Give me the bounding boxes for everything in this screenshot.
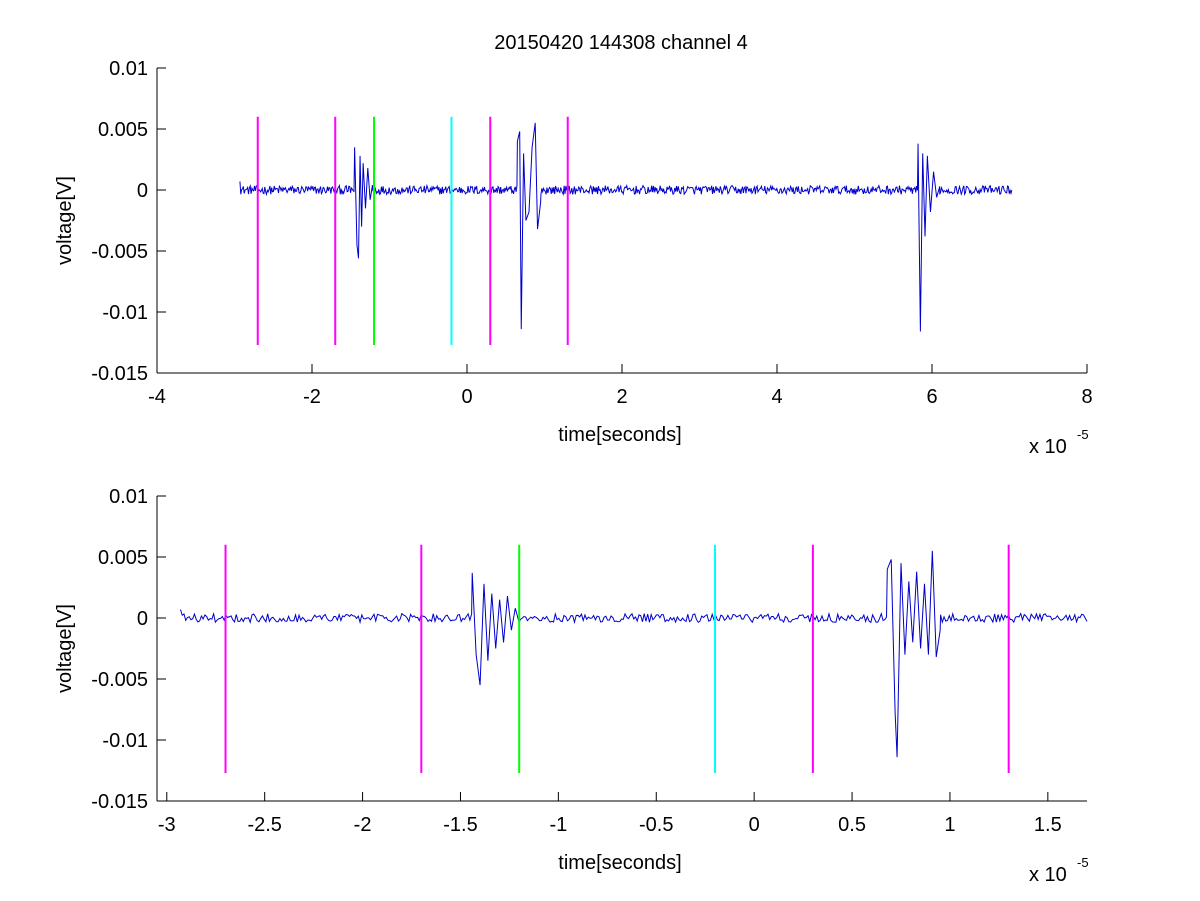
- y-tick-label: 0.005: [98, 547, 148, 569]
- y-tick-label: -0.005: [91, 241, 148, 263]
- x-tick-label: 6: [926, 386, 937, 408]
- x-axis-label: time[seconds]: [558, 424, 681, 446]
- x-tick-label: 1: [944, 814, 955, 836]
- x-exponent-label: x 10: [1029, 864, 1067, 886]
- y-axis-label: voltage[V]: [54, 604, 76, 693]
- x-tick-label: -1: [549, 814, 567, 836]
- x-exponent-value: -5: [1077, 855, 1089, 870]
- x-exponent-value: -5: [1077, 427, 1089, 442]
- signal-series-line: [180, 550, 1088, 758]
- y-tick-label: 0.01: [109, 486, 148, 508]
- x-tick-label: -4: [148, 386, 166, 408]
- x-tick-label: 0: [461, 386, 472, 408]
- x-tick-label: 2: [616, 386, 627, 408]
- x-tick-label: 0: [749, 814, 760, 836]
- x-tick-label: -2: [354, 814, 372, 836]
- figure-title: 20150420 144308 channel 4: [494, 32, 748, 54]
- x-tick-label: 1.5: [1034, 814, 1062, 836]
- y-tick-label: 0.01: [109, 58, 148, 80]
- y-tick-label: -0.015: [91, 363, 148, 385]
- y-tick-label: -0.015: [91, 791, 148, 813]
- lower-plot: -0.015 -0.01 -0.005 0 0.005 0.01 -3 -2.5 -2 -1.5 -…: [54, 486, 1089, 886]
- y-axis-label: voltage[V]: [54, 176, 76, 265]
- x-tick-label: -3: [158, 814, 176, 836]
- y-tick-label: -0.01: [102, 302, 148, 324]
- x-tick-label: -2: [303, 386, 321, 408]
- y-tick-label: 0: [137, 180, 148, 202]
- x-exponent-label: x 10: [1029, 436, 1067, 458]
- x-tick-label: 4: [771, 386, 782, 408]
- y-tick-label: 0.005: [98, 119, 148, 141]
- y-tick-label: -0.005: [91, 669, 148, 691]
- x-tick-label: 0.5: [838, 814, 866, 836]
- x-axis-label: time[seconds]: [558, 852, 681, 874]
- x-tick-label: -1.5: [443, 814, 477, 836]
- x-tick-label: 8: [1081, 386, 1092, 408]
- signal-series-line: [239, 122, 1013, 332]
- x-tick-label: -2.5: [247, 814, 281, 836]
- upper-plot: -0.015 -0.01 -0.005 0 0.005 0.01 -4 -2 0 2 4 6 8 time…: [54, 58, 1093, 458]
- y-tick-label: 0: [137, 608, 148, 630]
- y-tick-label: -0.01: [102, 730, 148, 752]
- x-tick-label: -0.5: [639, 814, 673, 836]
